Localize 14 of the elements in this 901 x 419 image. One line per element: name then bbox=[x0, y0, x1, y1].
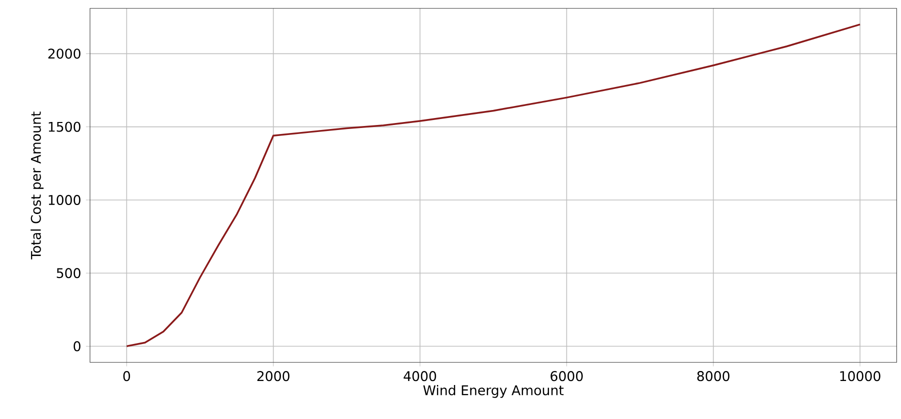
x-tick-label: 6000 bbox=[550, 371, 583, 382]
x-tick-label: 4000 bbox=[404, 371, 436, 382]
x-tick-label: 10000 bbox=[840, 371, 880, 382]
y-tick-label: 0 bbox=[74, 341, 80, 352]
y-tick-label: 500 bbox=[56, 268, 80, 278]
x-tick-label: 2000 bbox=[257, 371, 290, 382]
x-axis-title: Wind Energy Amount bbox=[423, 384, 564, 398]
y-tick-label: 1000 bbox=[48, 194, 80, 206]
y-tick-label: 2000 bbox=[48, 48, 80, 59]
y-tick-label: 1500 bbox=[48, 122, 80, 132]
x-tick-label: 8000 bbox=[697, 371, 730, 382]
x-tick-label: 0 bbox=[123, 371, 130, 382]
y-axis-title: Total Cost per Amount bbox=[30, 112, 44, 260]
line-series bbox=[126, 24, 861, 348]
